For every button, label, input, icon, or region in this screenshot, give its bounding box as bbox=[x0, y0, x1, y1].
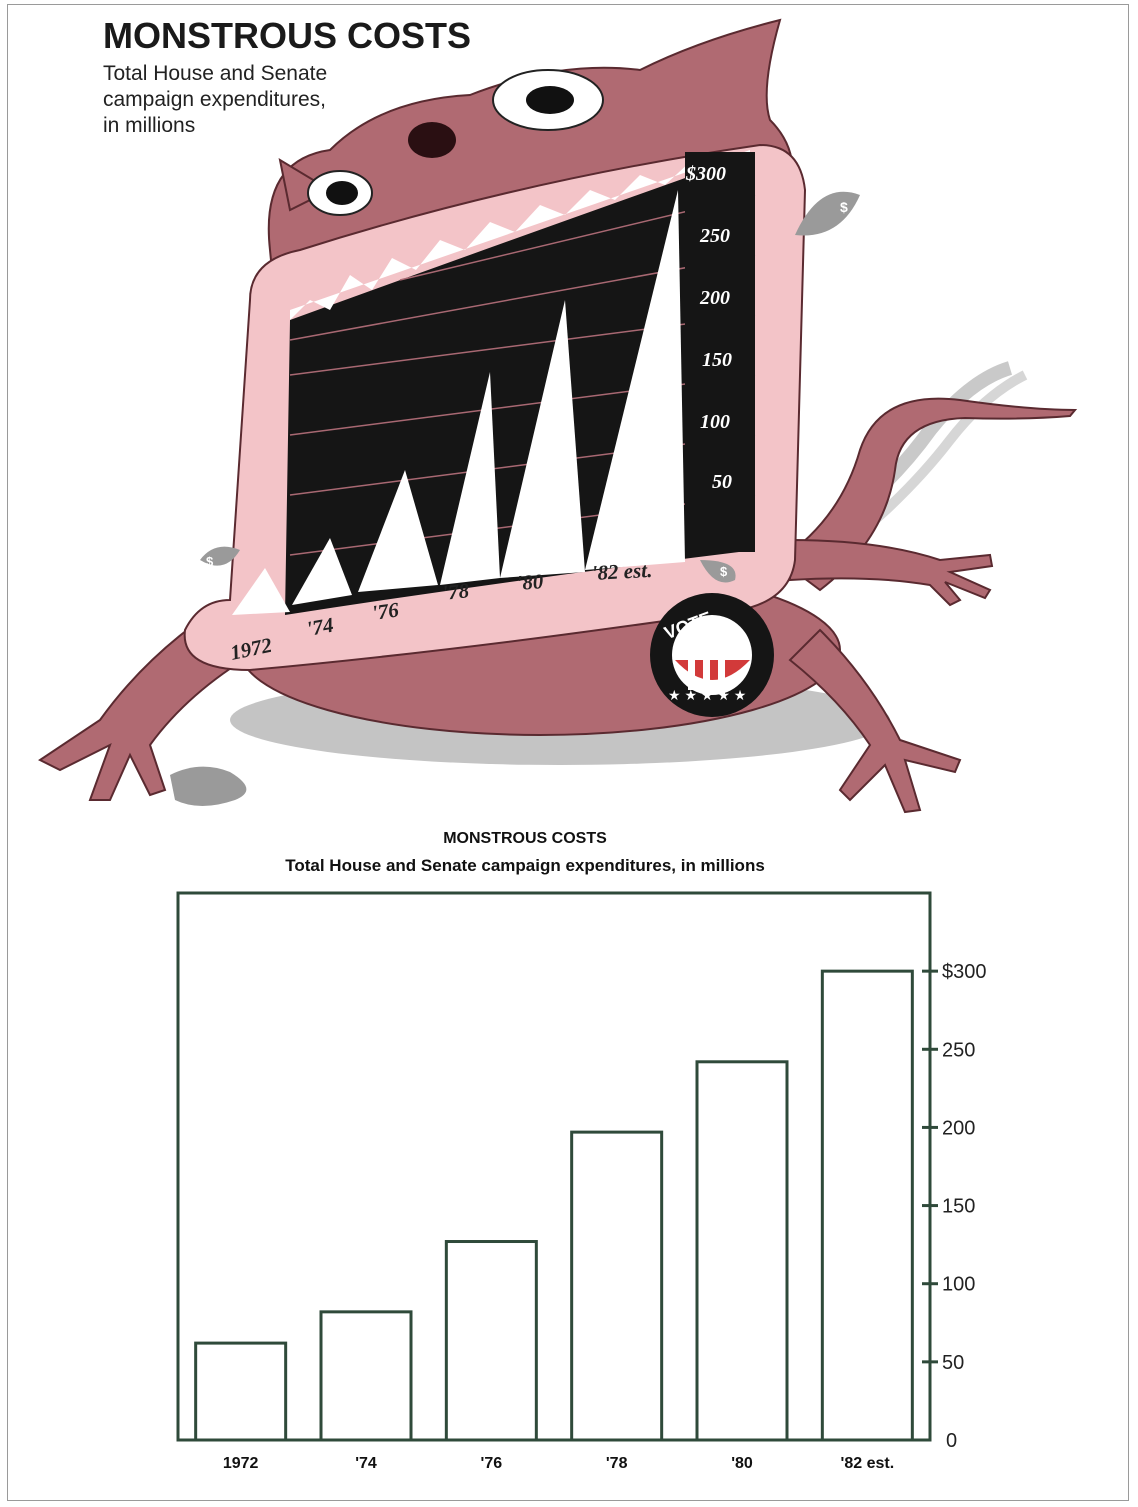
bar-chart: MONSTROUS COSTS Total House and Senate c… bbox=[176, 830, 987, 1472]
illustration-axis-label: 200 bbox=[699, 287, 730, 309]
illustration-axis-label: 150 bbox=[702, 349, 732, 371]
x-tick-label: '76 bbox=[481, 1455, 503, 1472]
monster-bottom-teeth bbox=[232, 190, 685, 615]
dollar-drop-glyph: $ bbox=[720, 564, 728, 579]
mouth-scale-column bbox=[685, 152, 755, 552]
monster-pupil-right bbox=[526, 86, 574, 114]
figure-border bbox=[7, 4, 1129, 1501]
illustration-axis-label: 250 bbox=[699, 225, 730, 247]
bars-layer bbox=[194, 969, 914, 1442]
dollar-drop-glyph: $ bbox=[840, 199, 848, 215]
y-tick-label: 50 bbox=[942, 1352, 964, 1374]
illustration-year-label: '82 est. bbox=[591, 558, 653, 585]
illustration-axis-labels: $300 250 200 150 100 50 bbox=[685, 163, 732, 493]
axis-layer: 1972 '74 '76 '78 '80 '82 est. 0 50 100 150 200 250 $… bbox=[176, 891, 987, 1472]
illustration-title: MONSTROUS COSTS bbox=[103, 15, 471, 56]
bar bbox=[570, 1130, 664, 1442]
bar bbox=[194, 1341, 288, 1442]
illustration-subtitle-line: Total House and Senate bbox=[103, 62, 327, 85]
y-tick-label: 100 bbox=[942, 1274, 975, 1296]
badge-stars: ★ ★ ★ ★ ★ bbox=[668, 687, 746, 703]
plot-frame bbox=[176, 891, 932, 1442]
illustration-year-label: '76 bbox=[370, 597, 400, 625]
bar bbox=[695, 1060, 789, 1442]
x-tick-label: '74 bbox=[355, 1455, 377, 1472]
illustration-year-label: '78 bbox=[441, 578, 471, 605]
monster-nostril bbox=[408, 122, 456, 158]
y-tick-label: 200 bbox=[942, 1117, 975, 1139]
x-tick-label: 1972 bbox=[223, 1455, 259, 1472]
monster-illustration: $300 250 200 150 100 50 1972 '74 '76 '78… bbox=[38, 15, 1078, 814]
dollar-drop-glyph: $ bbox=[206, 554, 214, 569]
monster-pupil-left bbox=[326, 181, 358, 205]
illustration-axis-label: $300 bbox=[685, 163, 726, 185]
bar bbox=[319, 1310, 413, 1442]
illustration-subtitle-line: campaign expenditures, bbox=[103, 88, 326, 111]
monster-right-leg bbox=[788, 628, 962, 814]
y-tick-label: 150 bbox=[942, 1196, 975, 1218]
x-tick-label: '78 bbox=[606, 1455, 628, 1472]
puddle-shape bbox=[170, 766, 247, 806]
illustration-axis-label: 100 bbox=[700, 411, 730, 433]
monster-right-hand bbox=[789, 538, 994, 607]
illustration-year-label: '74 bbox=[305, 613, 336, 641]
chart-subtitle: Total House and Senate campaign expendit… bbox=[285, 856, 765, 875]
chart-title: MONSTROUS COSTS bbox=[443, 830, 607, 847]
x-tick-label: '80 bbox=[731, 1455, 753, 1472]
dollar-drops: $ $ $ bbox=[200, 191, 860, 583]
y-tick-label: $300 bbox=[942, 961, 987, 983]
illustration-subtitle-line: in millions bbox=[103, 114, 195, 137]
vote-badge: VOTE ★ ★ ★ ★ ★ bbox=[650, 593, 774, 717]
y-tick-label: 0 bbox=[946, 1430, 957, 1452]
illustration-year-label: '80 bbox=[516, 569, 545, 595]
x-tick-label: '82 est. bbox=[841, 1455, 895, 1472]
illustration-axis-label: 50 bbox=[712, 471, 732, 493]
bar bbox=[820, 969, 914, 1442]
bar bbox=[444, 1240, 538, 1442]
y-tick-label: 250 bbox=[942, 1039, 975, 1061]
illustration-year-labels: 1972 '74 '76 '78 '80 '82 est. bbox=[228, 558, 653, 665]
